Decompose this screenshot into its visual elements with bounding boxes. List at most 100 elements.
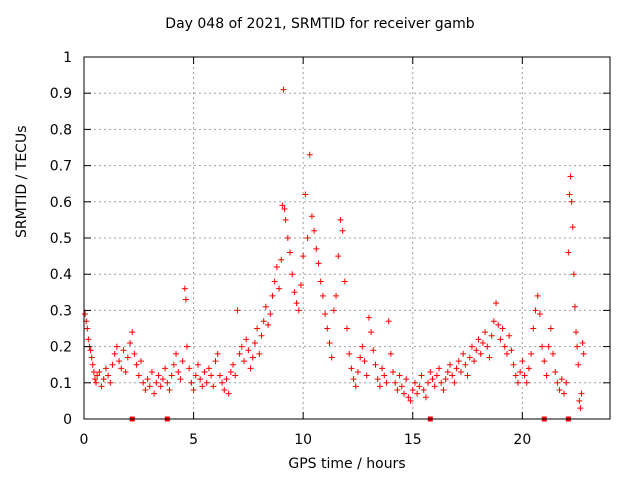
data-point [462, 361, 469, 368]
data-point [302, 191, 309, 198]
y-tick-label: 0.7 [50, 159, 72, 175]
y-tick-label: 0.6 [50, 195, 72, 211]
data-point [159, 376, 166, 383]
data-point [131, 350, 138, 357]
data-point [93, 379, 100, 386]
data-point [210, 383, 217, 390]
data-point [550, 350, 557, 357]
data-point [313, 245, 320, 252]
data-point [245, 347, 252, 354]
data-point [155, 372, 162, 379]
y-tick-label: 0.3 [50, 303, 72, 319]
data-point [431, 383, 438, 390]
data-point [322, 311, 329, 318]
data-point [497, 336, 504, 343]
data-point [554, 379, 561, 386]
data-point [251, 339, 258, 346]
data-point [293, 300, 300, 307]
data-point [279, 202, 286, 209]
data-point [429, 376, 436, 383]
data-point [499, 325, 506, 332]
data-point [455, 358, 462, 365]
data-point [208, 372, 215, 379]
data-point [85, 336, 92, 343]
data-point [186, 365, 193, 372]
data-point [460, 350, 467, 357]
data-point [501, 343, 508, 350]
data-point [91, 376, 98, 383]
data-points [82, 86, 587, 422]
data-point [479, 339, 486, 346]
data-point [297, 282, 304, 289]
data-point [547, 325, 554, 332]
data-point [565, 249, 572, 256]
data-point [194, 361, 201, 368]
data-point [370, 347, 377, 354]
y-tick-label: 0.5 [50, 231, 72, 247]
data-point [433, 372, 440, 379]
data-point [376, 383, 383, 390]
data-point [528, 350, 535, 357]
data-point [503, 350, 510, 357]
data-point [102, 365, 109, 372]
data-point [284, 235, 291, 241]
data-point [135, 372, 142, 379]
data-point [495, 321, 502, 328]
data-point [385, 318, 392, 325]
data-point [563, 379, 570, 386]
data-point [282, 216, 289, 223]
data-point [124, 354, 131, 361]
data-point [383, 379, 390, 386]
data-point [541, 358, 548, 365]
data-point [567, 173, 574, 180]
data-point [164, 379, 171, 386]
data-point [184, 343, 191, 350]
data-point [396, 372, 403, 379]
data-point [219, 379, 226, 386]
data-point [118, 365, 125, 372]
data-point [346, 350, 353, 357]
data-point [536, 311, 543, 318]
data-point [352, 383, 359, 390]
x-axis-label: GPS time / hours [288, 456, 406, 472]
data-point [291, 289, 298, 296]
data-point [473, 347, 480, 354]
data-point [247, 365, 254, 372]
data-point [192, 372, 199, 379]
data-point [390, 368, 397, 375]
data-point [116, 358, 123, 365]
y-tick-label: 0.8 [50, 122, 72, 138]
y-tick-label: 0.9 [50, 86, 72, 102]
data-point [214, 350, 221, 357]
data-point [407, 397, 414, 404]
data-point [240, 358, 247, 365]
data-point [256, 350, 263, 357]
data-point [475, 336, 482, 343]
data-point [276, 285, 283, 292]
data-point [140, 379, 147, 386]
data-point [411, 379, 418, 386]
data-point [289, 271, 296, 278]
data-point [403, 376, 410, 383]
data-point [96, 368, 103, 375]
data-point [319, 292, 326, 299]
data-point [90, 368, 97, 375]
data-point [111, 350, 118, 357]
data-point [517, 368, 524, 375]
data-point [179, 358, 186, 365]
data-point [278, 256, 285, 263]
data-point [444, 368, 451, 375]
y-tick-label: 0.4 [50, 267, 72, 283]
data-point [400, 390, 407, 397]
data-point [173, 350, 180, 357]
data-point [457, 368, 464, 375]
data-point [265, 321, 272, 328]
data-point [566, 191, 573, 198]
data-point [306, 151, 313, 158]
data-point [525, 365, 532, 372]
data-point [577, 405, 584, 412]
data-point [350, 376, 357, 383]
data-point [328, 354, 335, 361]
data-point [392, 379, 399, 386]
y-tick-label: 0.2 [50, 340, 72, 356]
